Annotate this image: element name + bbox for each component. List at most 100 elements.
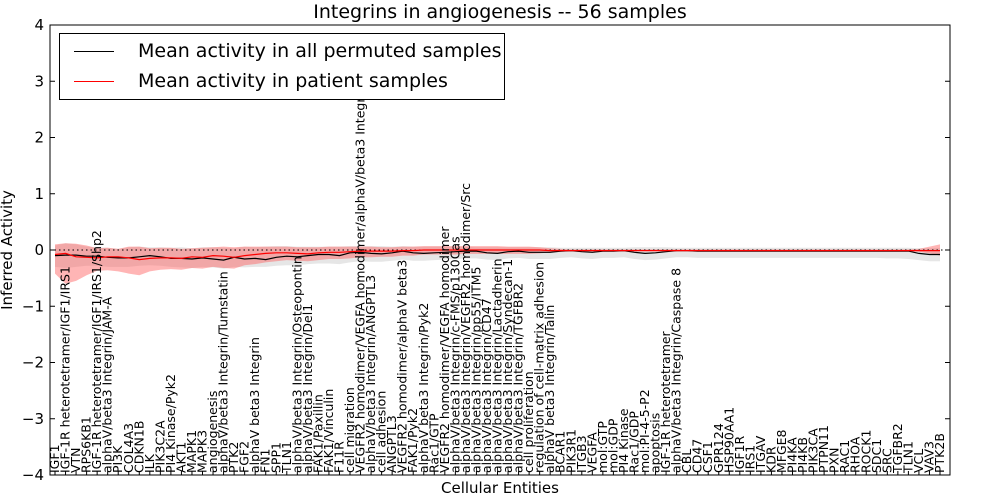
- x-tick-label: alphaV/beta3 Integrin/Syndecan-1: [500, 259, 515, 473]
- y-tick-label: −1: [22, 297, 44, 315]
- x-tick-label: alphaV/beta3 Integrin/Tumstatin: [216, 271, 231, 473]
- x-tick-label: PTK2: [226, 442, 241, 473]
- y-tick-label: 0: [34, 241, 44, 259]
- x-tick-label: CDKN1B: [131, 421, 146, 473]
- x-tick-label: VEGFR2 homodimer/VEGFA homodimer: [437, 226, 452, 473]
- axes: −4 −3 −2 −1 0 1 2 3 4: [22, 16, 951, 484]
- x-tick-label: alphaV/beta3 Integrin/Del1: [300, 304, 315, 473]
- x-tick-label: VTN: [68, 447, 83, 473]
- x-tick-label: TGFBR2: [890, 423, 905, 474]
- x-tick-label: IGF1R: [732, 435, 747, 473]
- x-tick-label: PI3K: [110, 445, 125, 473]
- x-tick-label: IGF-1R heterotetramer/IGF1/IRS1/Shp2: [89, 230, 104, 473]
- x-tick-label: IRS1: [742, 445, 757, 473]
- legend-swatch-permuted: [74, 50, 114, 52]
- x-tick-label: MAPK3: [195, 430, 210, 473]
- x-tick-label: regulation of cell-matrix adhesion: [532, 262, 547, 473]
- x-tick-label: ITGB3: [574, 435, 589, 473]
- band-series-1: [55, 243, 940, 284]
- x-tick-label: FGF2: [237, 441, 252, 473]
- y-tick-label: −2: [22, 354, 44, 372]
- legend-entry-permuted: Mean activity in all permuted samples: [74, 39, 501, 63]
- y-tick-label: 1: [34, 185, 44, 203]
- x-tick-label: AKT1: [173, 442, 188, 473]
- x-tick-label: HSP90AA1: [721, 407, 736, 473]
- x-tick-label: ROCK1: [858, 430, 873, 473]
- x-tick-label: MAPK1: [184, 430, 199, 473]
- x-tick-label: CD47: [690, 439, 705, 473]
- x-tick-label: VEGFR2 homodimer/VEGFA homodimer/alphaV/…: [353, 86, 368, 473]
- x-tick-label: ANGPTL3: [384, 415, 399, 473]
- x-tick-label: ILK: [142, 453, 157, 473]
- chart-title: Integrins in angiogenesis -- 56 samples: [313, 1, 686, 23]
- y-tick-label: −4: [22, 466, 44, 484]
- x-tick-label: PIK3CA: [806, 428, 821, 473]
- x-tick-label: PIK3R1: [563, 429, 578, 473]
- legend-label-patient: Mean activity in patient samples: [138, 70, 448, 92]
- x-tick-label: FAK1/Paxillin: [310, 394, 325, 473]
- x-tick-label: Rac1/GTP: [426, 413, 441, 473]
- x-axis-label: Cellular Entities: [441, 479, 559, 497]
- x-tick-label: FN1: [258, 449, 273, 474]
- x-tick-label: FAK1/Pyk2: [405, 408, 420, 473]
- x-tick-label: VEGFR2 homodimer/alphaV beta3: [395, 260, 410, 473]
- y-tick-label: −3: [22, 410, 44, 428]
- x-tick-label: alphaV/beta3 Integrin/Caspase 8: [669, 268, 684, 473]
- legend-entry-patient: Mean activity in patient samples: [74, 69, 448, 93]
- x-tick-label: IGF-1R heterotetramer/IGF1/IRS1: [58, 266, 73, 473]
- x-tick-label: cell adhesion: [374, 391, 389, 473]
- y-tick-label: 4: [34, 16, 44, 34]
- x-tick-label: F11R: [332, 441, 347, 473]
- x-tick-label: TLN1: [279, 441, 294, 474]
- x-tick-label: alphaV beta3 Integrin/Pyk2: [416, 303, 431, 473]
- legend: Mean activity in all permuted samples Me…: [59, 33, 505, 100]
- x-tick-label: alphaV/beta3 Integrin/Osteopontin: [289, 256, 304, 473]
- x-tick-label: alphaV/beta3 Integrin/JAM-A: [100, 297, 115, 473]
- x-tick-label: PTK2B: [932, 433, 947, 473]
- x-tick-label: alphaV/beta3 Integrin/TGFBR2: [511, 283, 526, 473]
- legend-swatch-patient: [74, 80, 114, 82]
- x-tick-label: alphaV/beta3 Integrin/VEGFR2 homodimer/S…: [458, 183, 473, 473]
- series-lines: [50, 249, 950, 261]
- x-tick-label: apoptosis: [648, 413, 663, 473]
- x-tick-label: IGF1: [47, 444, 62, 473]
- legend-label-permuted: Mean activity in all permuted samples: [138, 40, 502, 62]
- x-tick-label: RAC1: [837, 440, 852, 473]
- y-tick-label: 3: [34, 72, 44, 90]
- x-tick-label: PIK3C2A: [152, 420, 167, 473]
- x-tick-label: cell migration: [342, 387, 357, 473]
- x-tick-label: alphaV beta3 Integrin: [247, 337, 262, 473]
- x-tick-label: VCL: [911, 449, 926, 473]
- line-series-1: [54, 249, 940, 261]
- x-tick-label: TLN1: [900, 441, 915, 474]
- x-tick-label: mol:PI-4-5-P2: [637, 389, 652, 473]
- x-tick-label: GPR124: [711, 423, 726, 473]
- y-tick-label: 2: [34, 129, 44, 147]
- x-tick-label: CBL: [679, 449, 694, 473]
- x-tick-label: IGF-1R heterotetramer: [658, 330, 673, 473]
- x-tick-label: PI4KB: [795, 437, 810, 473]
- x-tick-label: alphaV/beta3 Integrin/CD47: [479, 298, 494, 473]
- x-tick-label: SRC: [879, 448, 894, 473]
- x-tick-label: alphaV/beta3 Integrin/pp55/ITM5: [468, 267, 483, 473]
- x-tick-label: RPS6KB1: [79, 416, 94, 473]
- x-tick-label: cell proliferation: [521, 371, 536, 473]
- x-tick-label: CSF1: [700, 441, 715, 473]
- x-tick-label: alphaV/beta3 Integrin/c-FMS/p130Cas: [447, 236, 462, 473]
- x-tick-label: PTPN11: [816, 425, 831, 473]
- x-tick-label: VAV3: [922, 441, 937, 473]
- x-tick-label: ITGAV: [753, 435, 768, 473]
- x-tick-label: mol:GDP: [605, 418, 620, 473]
- x-tick-label: angiogenesis: [205, 391, 220, 473]
- x-tick-label: alphaV beta3 Integrin/Talin: [542, 305, 557, 473]
- x-tick-label: MFGE8: [774, 429, 789, 473]
- x-tick-label: alphaV/beta3 Integrin/ANGPTL3: [363, 275, 378, 473]
- y-axis-label: Inferred Activity: [0, 190, 16, 310]
- x-tick-label: PI4KA: [785, 437, 800, 473]
- x-tick-label: mol:GTP: [595, 421, 610, 473]
- x-tick-label: Rac1/GDP: [627, 411, 642, 473]
- x-tick-label: SDC1: [869, 439, 884, 473]
- x-tick-label: PI4 Kinase/Pyk2: [163, 374, 178, 473]
